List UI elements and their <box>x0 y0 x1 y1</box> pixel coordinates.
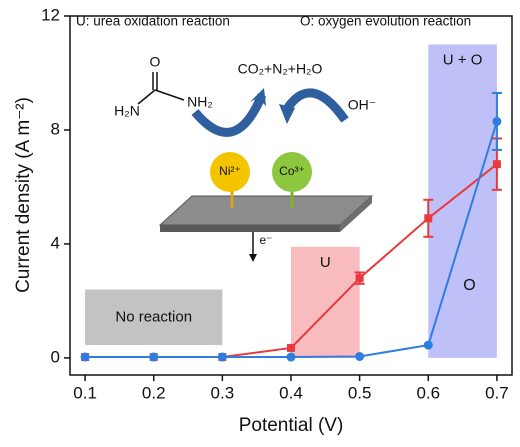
legend-entry: O: oxygen evolution reaction <box>300 14 471 29</box>
legend-entry: U: urea oxidation reaction <box>76 14 230 29</box>
x-axis-label: Potential (V) <box>239 415 344 436</box>
arrow <box>191 93 267 137</box>
electron-arrow-head <box>249 254 257 262</box>
y-tick-label: 12 <box>41 5 60 24</box>
bond <box>137 89 156 105</box>
electrode <box>158 195 374 226</box>
schematic-label: CO₂+N₂+H₂O <box>238 61 323 77</box>
point <box>149 352 159 362</box>
ni-atom <box>210 152 250 192</box>
region <box>85 289 223 346</box>
schematic-label: e⁻ <box>259 233 272 247</box>
point <box>492 160 501 169</box>
region-label: U <box>320 254 331 271</box>
point <box>355 274 364 283</box>
x-tick-label: 0.3 <box>211 383 235 402</box>
y-axis-label: Current density (A m⁻²) <box>13 97 34 293</box>
point <box>217 352 227 362</box>
point <box>424 214 433 223</box>
schematic-label: Ni²⁺ <box>219 164 241 178</box>
x-tick-label: 0.7 <box>485 383 509 402</box>
electrode-side <box>160 225 340 232</box>
arrow-head <box>250 88 266 106</box>
schematic-label: O <box>150 54 161 70</box>
bond <box>154 89 185 101</box>
x-tick-label: 0.1 <box>73 383 97 402</box>
region-label: No reaction <box>115 308 192 325</box>
y-tick-label: 0 <box>51 347 60 366</box>
point <box>355 351 365 361</box>
point <box>492 116 502 126</box>
plot: 0.1 0.2 0.3 0.4 0.5 0.6 0.7 0 4 8 12 U: urea oxidat… <box>41 5 513 402</box>
schematic-label: NH₂ <box>187 94 213 110</box>
x-tick-label: 0.6 <box>416 383 440 402</box>
schematic-label: H₂N <box>114 103 140 119</box>
point <box>286 352 296 362</box>
point <box>80 352 90 362</box>
co-atom <box>272 152 312 192</box>
point <box>287 343 295 352</box>
x-tick-label: 0.4 <box>279 383 303 402</box>
arrow <box>281 88 349 123</box>
arrow-head <box>279 104 295 124</box>
x-tick-label: 0.2 <box>142 383 166 402</box>
schematic: O H₂N NH₂ CO₂+N₂+H₂O OH⁻ Ni²⁺ Co³⁺ e⁻ <box>114 54 376 262</box>
region <box>291 246 360 358</box>
region-note: O <box>463 277 475 294</box>
y-tick-label: 4 <box>51 233 60 252</box>
point <box>423 340 433 350</box>
electrode-side <box>340 196 372 232</box>
region-label: U + O <box>443 51 483 68</box>
y-tick-label: 8 <box>51 119 60 138</box>
x-tick-label: 0.5 <box>348 383 372 402</box>
schematic-label: Co³⁺ <box>279 164 305 178</box>
schematic-label: OH⁻ <box>348 97 376 113</box>
